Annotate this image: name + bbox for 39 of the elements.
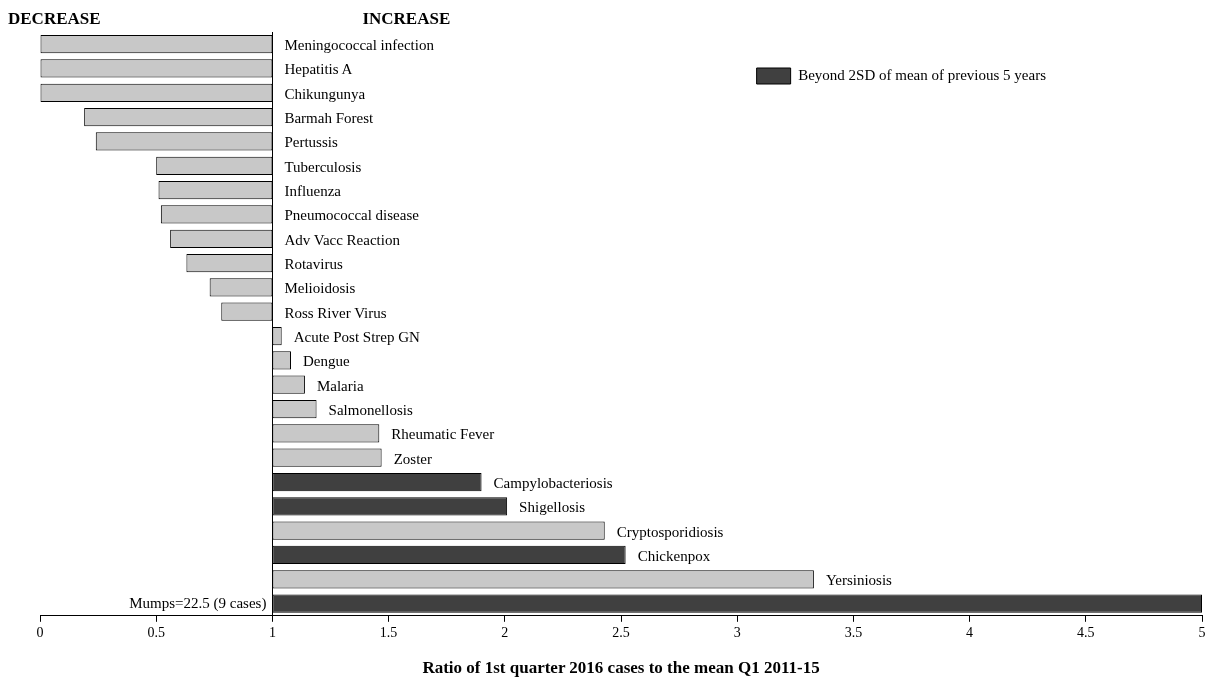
y-tick-label: Hepatitis A <box>284 61 353 78</box>
y-tick-label: Pertussis <box>284 134 338 151</box>
legend-label: Beyond 2SD of mean of previous 5 years <box>798 66 1047 83</box>
x-tick-label: 3.5 <box>844 624 863 640</box>
y-tick-label: Dengue <box>302 353 350 370</box>
x-tick-label: 0.5 <box>147 624 165 640</box>
y-tick-label: Chikungunya <box>284 85 366 102</box>
y-tick-label: Rotavirus <box>284 256 343 273</box>
x-tick-label: 2.5 <box>612 624 630 640</box>
y-tick-label: Shigellosis <box>519 499 586 516</box>
y-tick-label: Malaria <box>316 377 364 394</box>
y-tick-label: Cryptosporidiosis <box>616 523 724 540</box>
y-tick-label: Pneumococcal disease <box>284 207 420 224</box>
y-tick-label: Chickenpox <box>637 547 711 564</box>
x-tick-label: 1.5 <box>379 624 398 640</box>
y-tick-label: Zoster <box>393 450 432 467</box>
y-tick-label: Barmah Forest <box>284 110 374 127</box>
y-tick-label: Influenza <box>284 183 342 200</box>
x-tick-label: 5 <box>1198 624 1206 640</box>
annotation: Mumps=22.5 (9 cases) <box>129 594 267 612</box>
y-tick-label: Rheumatic Fever <box>391 426 495 443</box>
x-tick-label: 4.5 <box>1077 624 1095 640</box>
y-tick-label: Acute Post Strep GN <box>293 329 421 345</box>
x-tick-label: 1 <box>268 624 276 640</box>
y-tick-label: Tuberculosis <box>284 158 362 175</box>
x-axis-title: Ratio of 1st quarter 2016 cases to the mean Q1 2011-15 <box>422 658 820 678</box>
y-tick-label: Salmonellosis <box>328 401 413 418</box>
y-tick-label: Campylobacteriosis <box>493 474 613 491</box>
y-tick-label: Melioidosis <box>284 280 356 297</box>
x-tick-label: 2 <box>501 624 509 640</box>
x-tick-label: 4 <box>966 624 974 640</box>
y-tick-label: Meningococcal infection <box>284 37 435 54</box>
y-tick-label: Ross River Virus <box>284 304 387 321</box>
x-tick-label: 3 <box>733 624 741 640</box>
y-tick-label: Yersiniosis <box>825 572 893 589</box>
text: INCREASE <box>362 9 451 29</box>
y-tick-label: Adv Vacc Reaction <box>284 231 401 248</box>
x-tick-label: 0 <box>36 624 44 640</box>
text: DECREASE <box>8 9 101 29</box>
